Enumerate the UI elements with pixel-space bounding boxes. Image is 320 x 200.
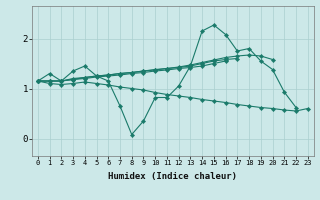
X-axis label: Humidex (Indice chaleur): Humidex (Indice chaleur) xyxy=(108,172,237,181)
